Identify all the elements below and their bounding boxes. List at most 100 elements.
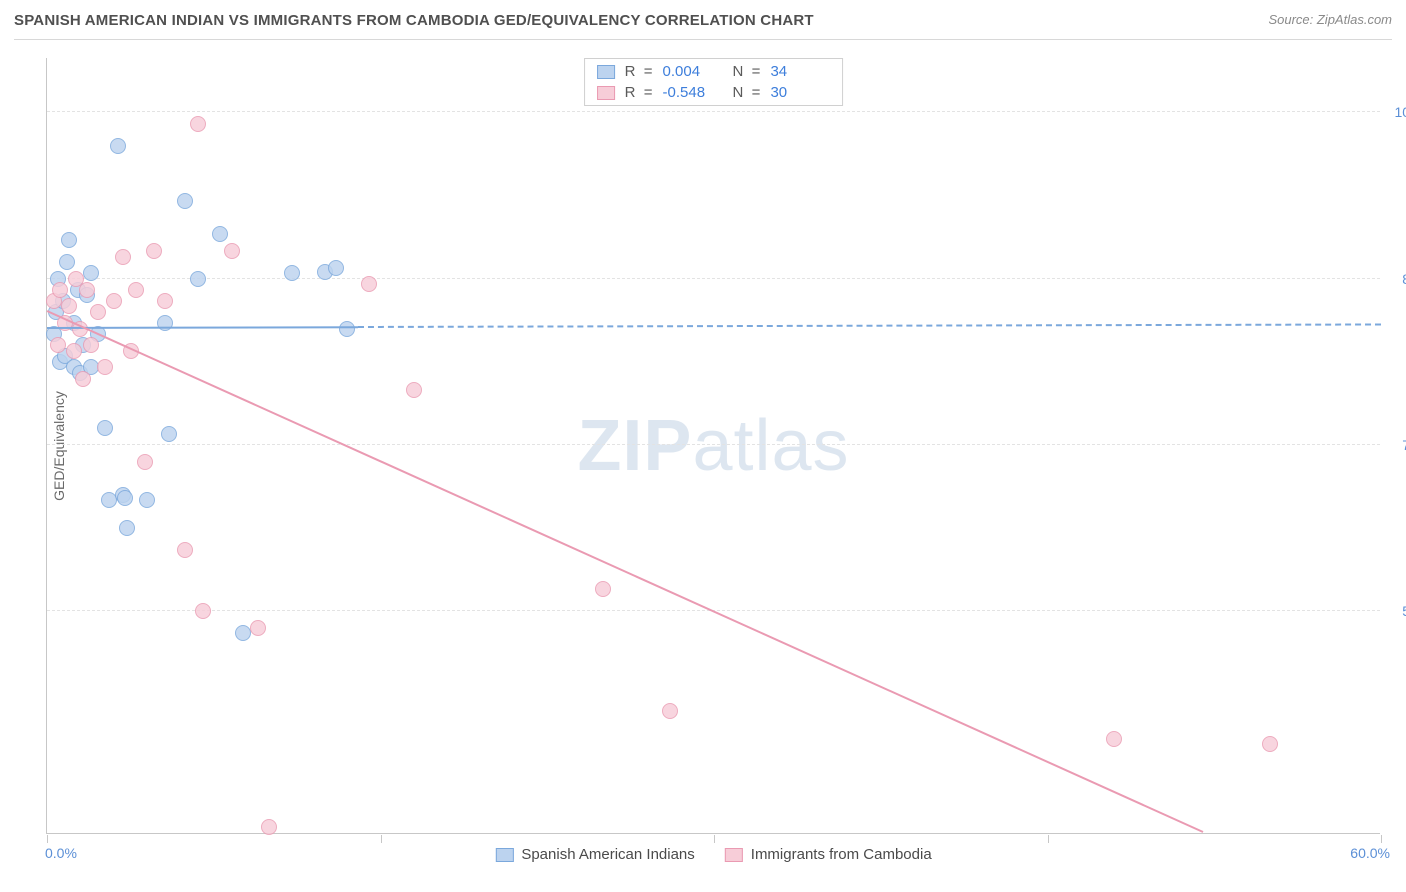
data-point bbox=[83, 359, 99, 375]
data-point bbox=[55, 293, 71, 309]
data-point bbox=[79, 287, 95, 303]
stats-row-series2: R = -0.548 N = 30 bbox=[585, 82, 843, 103]
n-label: N = bbox=[733, 63, 761, 80]
data-point bbox=[61, 298, 77, 314]
x-axis-end-label: 60.0% bbox=[1350, 845, 1390, 861]
source-label: Source: ZipAtlas.com bbox=[1268, 12, 1392, 27]
data-point bbox=[83, 337, 99, 353]
data-point bbox=[339, 321, 355, 337]
data-point bbox=[328, 260, 344, 276]
data-point bbox=[161, 426, 177, 442]
data-point bbox=[66, 359, 82, 375]
legend-item-series2: Immigrants from Cambodia bbox=[725, 846, 932, 863]
data-point bbox=[1262, 736, 1278, 752]
r-label: R = bbox=[625, 63, 653, 80]
legend-label-series2: Immigrants from Cambodia bbox=[751, 846, 932, 863]
x-tick bbox=[714, 835, 715, 843]
data-point bbox=[90, 304, 106, 320]
data-point bbox=[75, 371, 91, 387]
data-point bbox=[70, 282, 86, 298]
title-bar: SPANISH AMERICAN INDIAN VS IMMIGRANTS FR… bbox=[14, 12, 1392, 40]
x-tick bbox=[1048, 835, 1049, 843]
data-point bbox=[52, 282, 68, 298]
data-point bbox=[224, 243, 240, 259]
data-point bbox=[79, 282, 95, 298]
regression-line bbox=[47, 310, 1204, 833]
n-value-series1: 34 bbox=[770, 63, 830, 80]
data-point bbox=[1106, 731, 1122, 747]
legend-label-series1: Spanish American Indians bbox=[521, 846, 694, 863]
data-point bbox=[115, 487, 131, 503]
gridline bbox=[47, 444, 1380, 445]
data-point bbox=[61, 232, 77, 248]
data-point bbox=[101, 492, 117, 508]
data-point bbox=[117, 490, 133, 506]
watermark-zip: ZIP bbox=[577, 406, 692, 486]
legend-swatch-series1 bbox=[495, 848, 513, 862]
gridline bbox=[47, 111, 1380, 112]
data-point bbox=[235, 625, 251, 641]
legend-item-series1: Spanish American Indians bbox=[495, 846, 694, 863]
data-point bbox=[662, 703, 678, 719]
x-tick bbox=[47, 835, 48, 843]
data-point bbox=[177, 193, 193, 209]
data-point bbox=[50, 337, 66, 353]
data-point bbox=[50, 271, 66, 287]
data-point bbox=[52, 354, 68, 370]
data-point bbox=[110, 138, 126, 154]
data-point bbox=[595, 581, 611, 597]
data-point bbox=[46, 293, 62, 309]
x-axis-start-label: 0.0% bbox=[45, 845, 77, 861]
x-tick bbox=[1381, 835, 1382, 843]
data-point bbox=[250, 620, 266, 636]
r-value-series1: 0.004 bbox=[663, 63, 723, 80]
data-point bbox=[195, 603, 211, 619]
x-tick bbox=[381, 835, 382, 843]
data-point bbox=[406, 382, 422, 398]
gridline bbox=[47, 278, 1380, 279]
legend: Spanish American Indians Immigrants from… bbox=[495, 846, 931, 863]
data-point bbox=[106, 293, 122, 309]
stats-box: R = 0.004 N = 34 R = -0.548 N = 30 bbox=[584, 58, 844, 106]
y-tick-label: 70.0% bbox=[1386, 437, 1406, 453]
data-point bbox=[115, 249, 131, 265]
data-point bbox=[137, 454, 153, 470]
data-point bbox=[212, 226, 228, 242]
data-point bbox=[83, 265, 99, 281]
data-point bbox=[75, 337, 91, 353]
n-value-series2: 30 bbox=[770, 84, 830, 101]
y-tick-label: 55.0% bbox=[1386, 603, 1406, 619]
data-point bbox=[177, 542, 193, 558]
data-point bbox=[72, 365, 88, 381]
y-tick-label: 85.0% bbox=[1386, 271, 1406, 287]
chart-title: SPANISH AMERICAN INDIAN VS IMMIGRANTS FR… bbox=[14, 12, 814, 29]
data-point bbox=[157, 293, 173, 309]
data-point bbox=[59, 254, 75, 270]
n-label: N = bbox=[733, 84, 761, 101]
data-point bbox=[57, 348, 73, 364]
watermark-atlas: atlas bbox=[692, 406, 849, 486]
regression-line bbox=[47, 326, 358, 329]
legend-swatch-series2 bbox=[725, 848, 743, 862]
data-point bbox=[261, 819, 277, 835]
data-point bbox=[146, 243, 162, 259]
regression-line bbox=[358, 323, 1381, 328]
data-point bbox=[68, 271, 84, 287]
data-point bbox=[139, 492, 155, 508]
swatch-series2 bbox=[597, 86, 615, 100]
data-point bbox=[97, 420, 113, 436]
swatch-series1 bbox=[597, 65, 615, 79]
data-point bbox=[284, 265, 300, 281]
data-point bbox=[128, 282, 144, 298]
stats-row-series1: R = 0.004 N = 34 bbox=[585, 61, 843, 82]
y-tick-label: 100.0% bbox=[1386, 104, 1406, 120]
data-point bbox=[66, 343, 82, 359]
data-point bbox=[190, 116, 206, 132]
data-point bbox=[119, 520, 135, 536]
data-point bbox=[97, 359, 113, 375]
plot-area: ZIPatlas R = 0.004 N = 34 R = -0.548 N =… bbox=[46, 58, 1380, 834]
r-label: R = bbox=[625, 84, 653, 101]
watermark: ZIPatlas bbox=[577, 405, 849, 487]
r-value-series2: -0.548 bbox=[663, 84, 723, 101]
data-point bbox=[190, 271, 206, 287]
